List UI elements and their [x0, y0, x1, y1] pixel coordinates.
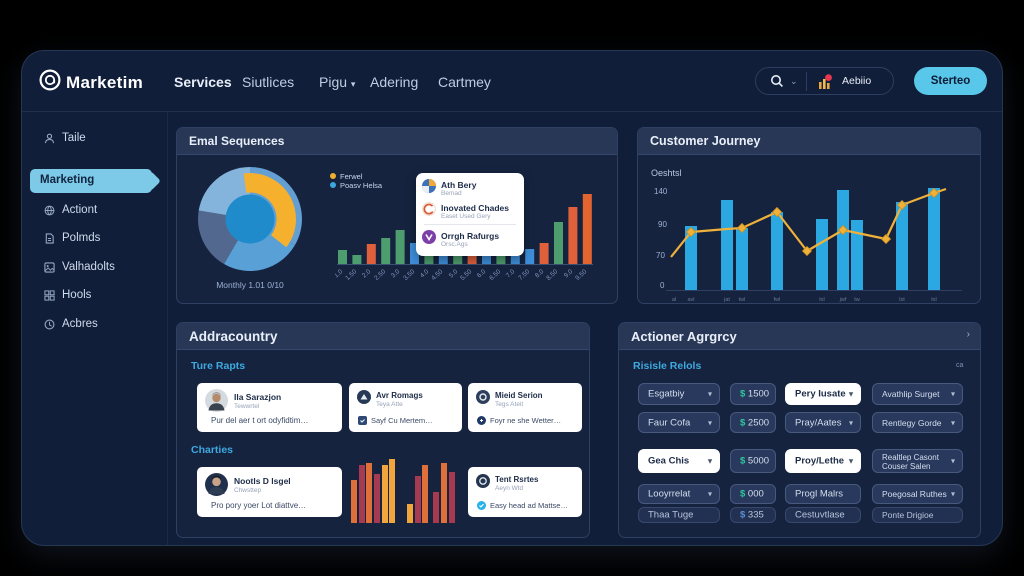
svg-text:9.0: 9.0 — [563, 268, 575, 280]
svg-text:6.0: 6.0 — [476, 268, 488, 280]
svg-text:jwf: jwf — [839, 297, 847, 303]
svg-text:1.50: 1.50 — [344, 268, 358, 282]
svg-text:twl: twl — [739, 297, 746, 303]
svg-text:5.0: 5.0 — [448, 268, 460, 280]
svg-text:fwl: fwl — [774, 297, 781, 303]
svg-text:7.50: 7.50 — [517, 268, 531, 282]
svg-text:jat: jat — [723, 297, 730, 303]
svg-text:al: al — [672, 297, 676, 303]
svg-text:2.50: 2.50 — [373, 268, 387, 282]
svg-text:4.0: 4.0 — [419, 268, 431, 280]
svg-text:lst: lst — [899, 297, 905, 303]
svg-text:2.0: 2.0 — [361, 268, 373, 280]
svg-text:8.50: 8.50 — [545, 268, 559, 282]
svg-text:txl: txl — [819, 297, 825, 303]
svg-text:9.50: 9.50 — [574, 268, 588, 282]
svg-text:tw: tw — [854, 297, 860, 303]
svg-text:1.0: 1.0 — [335, 268, 345, 280]
svg-text:txl: txl — [931, 297, 937, 303]
svg-text:7.0: 7.0 — [505, 268, 517, 280]
svg-text:6.50: 6.50 — [488, 268, 502, 282]
svg-text:5.50: 5.50 — [459, 268, 473, 282]
svg-text:3.0: 3.0 — [390, 268, 402, 280]
svg-text:8.0: 8.0 — [534, 268, 546, 280]
svg-text:avl: avl — [687, 297, 694, 303]
svg-text:3.50: 3.50 — [402, 268, 416, 282]
svg-text:4.50: 4.50 — [430, 268, 444, 282]
